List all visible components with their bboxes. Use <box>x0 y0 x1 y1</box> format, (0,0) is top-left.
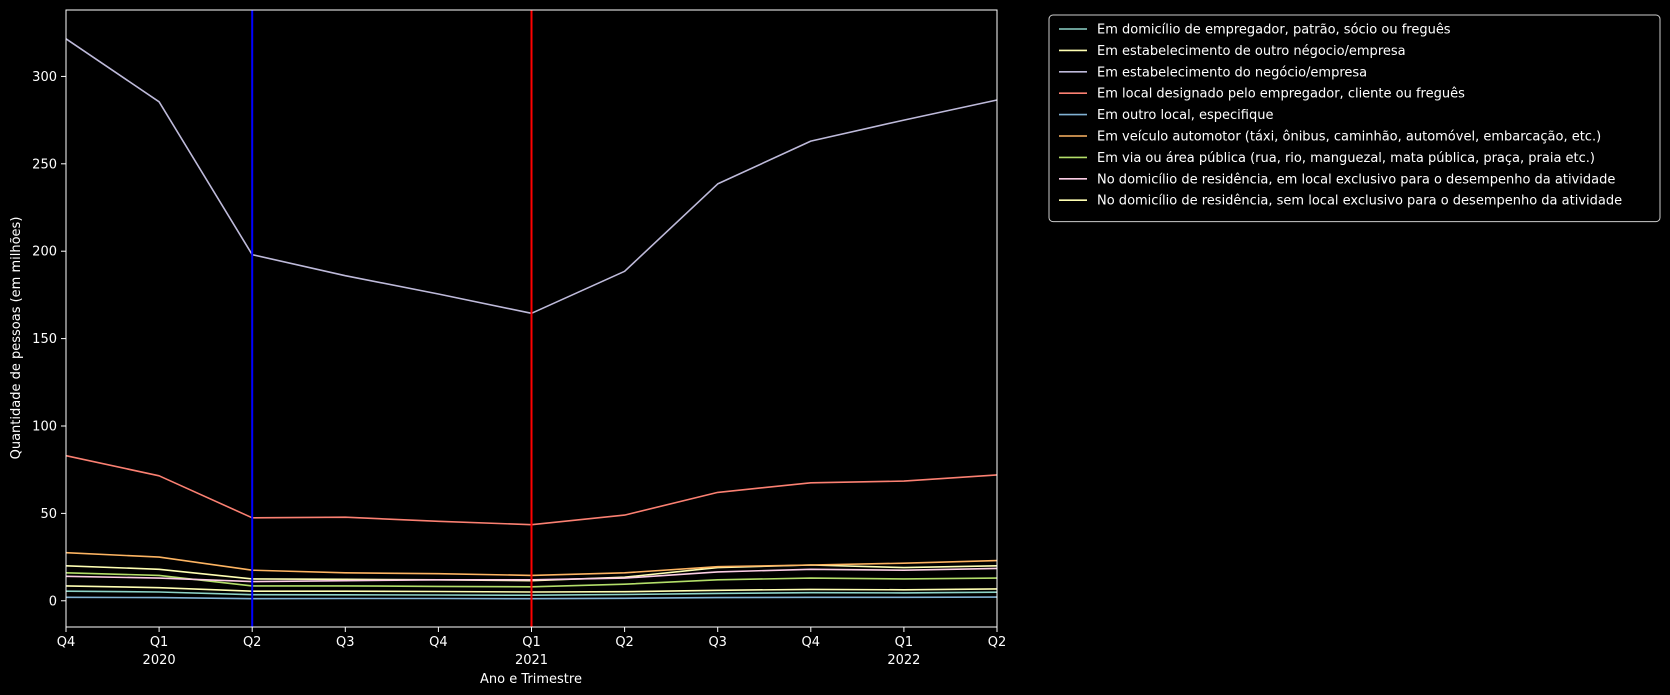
legend-entry: Em estabelecimento de outro négocio/empr… <box>1097 44 1406 59</box>
y-axis-label: Quantidade de pessoas (em milhões) <box>9 217 24 460</box>
x-tick-label: Q1 <box>150 635 169 650</box>
x-tick-label: Q1 <box>522 635 541 650</box>
legend: Em domicílio de empregador, patrão, sóci… <box>1048 14 1661 223</box>
x-tick-label: Q2 <box>243 635 262 650</box>
y-axis: 0 50 100 150 200 250 300 <box>32 70 66 609</box>
legend-entry: Em via ou área pública (rua, rio, mangue… <box>1097 151 1595 166</box>
x-tick-year-label: 2021 <box>515 653 548 668</box>
y-tick-label: 150 <box>32 332 57 347</box>
x-tick-label: Q1 <box>895 635 914 650</box>
x-tick-year-label: 2020 <box>143 653 176 668</box>
legend-entry: Em outro local, especifique <box>1097 108 1273 123</box>
legend-entry: No domicílio de residência, sem local ex… <box>1097 194 1622 209</box>
x-tick-label: Q4 <box>429 635 448 650</box>
y-tick-label: 250 <box>32 157 57 172</box>
x-tick-label: Q4 <box>802 635 821 650</box>
legend-entry: Em domicílio de empregador, patrão, sóci… <box>1097 23 1451 38</box>
y-tick-label: 100 <box>32 419 57 434</box>
legend-entry: No domicílio de residência, em local exc… <box>1097 172 1615 187</box>
x-axis: Q4 Q1 2020 Q2 Q3 Q4 Q1 2021 Q2 Q3 Q4 Q1 2022 Q2 <box>57 627 1007 668</box>
x-axis-label: Ano e Trimestre <box>480 672 582 687</box>
legend-entry: Em veículo automotor (táxi, ônibus, cami… <box>1097 130 1601 145</box>
x-tick-label: Q2 <box>615 635 634 650</box>
x-tick-label: Q2 <box>988 635 1007 650</box>
x-tick-label: Q3 <box>336 635 355 650</box>
legend-entry: Em estabelecimento do negócio/empresa <box>1097 65 1367 80</box>
legend-frame <box>1048 14 1661 223</box>
y-tick-label: 200 <box>32 245 57 260</box>
plot-area <box>65 10 998 627</box>
legend-entry: Em local designado pelo empregador, clie… <box>1097 87 1465 102</box>
x-tick-label: Q3 <box>708 635 727 650</box>
y-tick-label: 300 <box>32 70 57 85</box>
y-tick-label: 50 <box>40 507 57 522</box>
x-tick-label: Q4 <box>57 635 76 650</box>
y-tick-label: 0 <box>49 594 57 609</box>
x-tick-year-label: 2022 <box>887 653 920 668</box>
